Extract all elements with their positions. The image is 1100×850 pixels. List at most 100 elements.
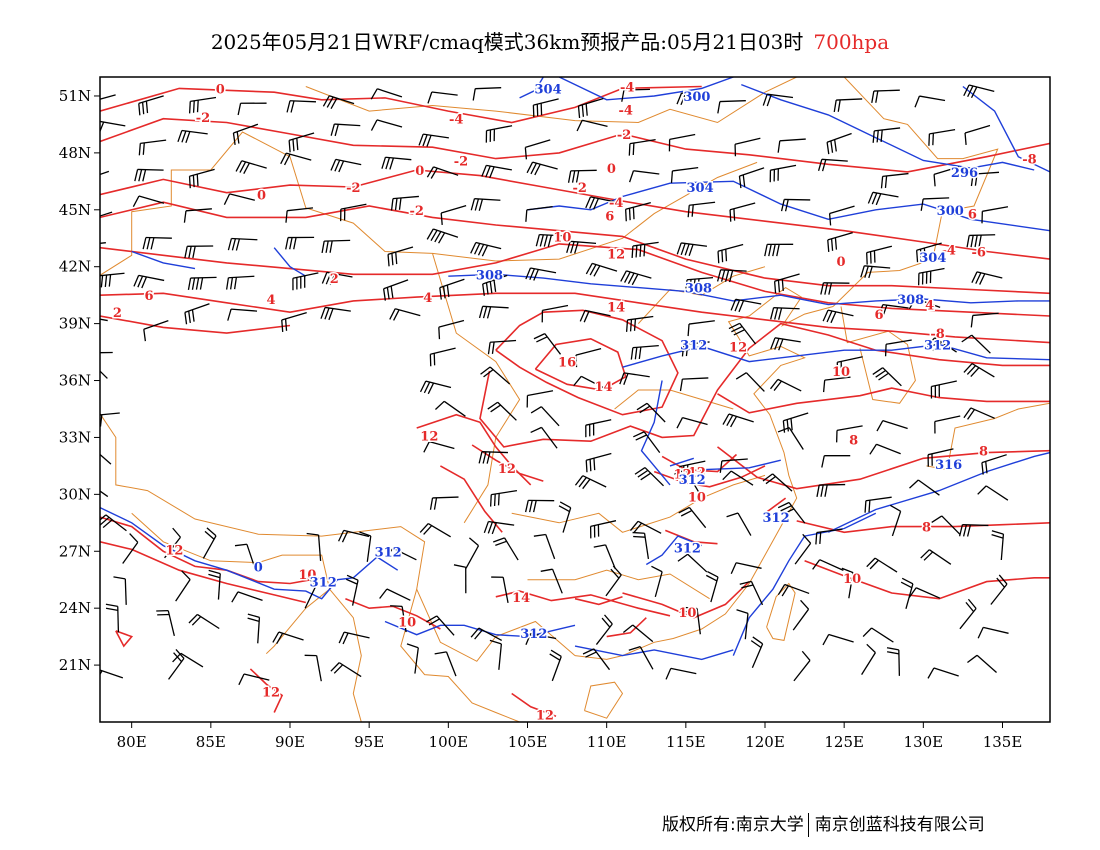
wind-barb bbox=[225, 275, 255, 290]
barb-flag bbox=[385, 547, 394, 559]
wind-barb bbox=[281, 312, 307, 332]
barb-shaft bbox=[441, 204, 467, 214]
barb-shaft bbox=[316, 655, 322, 682]
wind-barb bbox=[208, 569, 221, 600]
barb-shaft bbox=[326, 271, 353, 278]
barb-flag bbox=[784, 199, 789, 212]
barb-shaft bbox=[788, 427, 804, 450]
barb-flag bbox=[729, 209, 732, 222]
wind-barb bbox=[817, 158, 848, 172]
wind-barb bbox=[961, 334, 991, 354]
barb-flag bbox=[633, 522, 643, 533]
barb-shaft bbox=[287, 207, 314, 212]
barb-flag bbox=[440, 212, 443, 226]
barb-shaft bbox=[696, 608, 701, 635]
barb-shaft bbox=[774, 337, 801, 343]
barb-shaft bbox=[489, 366, 511, 385]
border-line bbox=[926, 402, 1050, 471]
barb-shaft bbox=[688, 320, 715, 325]
wind-barb bbox=[379, 588, 411, 601]
lat-tick-label: 45N bbox=[59, 201, 91, 219]
border-line bbox=[766, 582, 796, 641]
barb-flag bbox=[593, 458, 596, 471]
temperature-label: 6 bbox=[145, 289, 154, 304]
wind-barb bbox=[582, 648, 611, 671]
wind-barb bbox=[530, 406, 560, 427]
height-contour bbox=[384, 620, 576, 638]
barb-flag bbox=[817, 159, 823, 172]
barb-shaft bbox=[934, 337, 957, 353]
temperature-label: -4 bbox=[609, 196, 623, 211]
barb-flag bbox=[433, 497, 438, 510]
barb-flag bbox=[741, 584, 754, 589]
barb-flag bbox=[696, 278, 700, 291]
barb-flag bbox=[802, 533, 812, 544]
barb-flag bbox=[633, 318, 637, 331]
border-line bbox=[100, 131, 758, 276]
barb-flag bbox=[105, 607, 118, 612]
barb-shaft bbox=[973, 171, 1000, 175]
barb-flag bbox=[966, 365, 976, 375]
temperature-label: 4 bbox=[266, 293, 275, 308]
wind-barb bbox=[100, 453, 112, 465]
barb-shaft bbox=[783, 412, 809, 422]
wind-barb bbox=[100, 120, 126, 133]
wind-barb bbox=[574, 475, 607, 490]
wind-barb bbox=[866, 557, 898, 573]
barb-flag bbox=[486, 306, 492, 319]
wind-barb bbox=[681, 341, 710, 357]
temperature-label: 2 bbox=[330, 272, 339, 287]
wind-barb bbox=[419, 523, 451, 538]
wind-barb bbox=[633, 431, 661, 454]
barb-flag bbox=[330, 123, 335, 136]
barb-shaft bbox=[595, 623, 613, 645]
barb-shaft bbox=[933, 667, 959, 677]
height-contour bbox=[741, 83, 1035, 171]
barb-flag bbox=[196, 174, 199, 187]
barb-flag bbox=[826, 142, 830, 155]
barb-flag bbox=[389, 157, 395, 170]
wind-barb bbox=[482, 274, 508, 296]
wind-barb bbox=[722, 413, 754, 428]
barb-flag bbox=[138, 169, 143, 182]
temperature-label: -2 bbox=[617, 128, 631, 143]
barb-flag bbox=[585, 263, 593, 275]
barb-shaft bbox=[544, 333, 562, 355]
barb-shaft bbox=[933, 166, 960, 175]
barb-flag bbox=[105, 603, 118, 608]
barb-flag bbox=[768, 244, 772, 257]
barb-flag bbox=[88, 179, 89, 191]
barb-shaft bbox=[475, 241, 502, 250]
wind-barb bbox=[991, 530, 1005, 561]
barb-flag bbox=[780, 199, 785, 212]
wind-barb bbox=[963, 407, 995, 420]
wind-barb bbox=[836, 356, 863, 375]
barb-flag bbox=[834, 237, 838, 250]
barb-flag bbox=[93, 415, 94, 427]
wind-barb bbox=[861, 643, 876, 676]
barb-flag bbox=[685, 606, 698, 610]
height-label: 0 bbox=[254, 560, 263, 575]
temperature-contour bbox=[100, 85, 702, 124]
wind-barb bbox=[566, 240, 597, 254]
barb-flag bbox=[485, 282, 489, 295]
barb-shaft bbox=[632, 241, 659, 247]
barb-shaft bbox=[486, 125, 513, 132]
barb-flag bbox=[923, 247, 926, 261]
barb-flag bbox=[628, 143, 631, 156]
wind-barb bbox=[541, 304, 569, 323]
barb-flag bbox=[679, 379, 683, 392]
barb-shaft bbox=[498, 643, 503, 670]
barb-shaft bbox=[366, 535, 372, 562]
wind-barb bbox=[338, 631, 370, 645]
barb-flag bbox=[733, 329, 745, 336]
barb-flag bbox=[867, 192, 874, 204]
barb-shaft bbox=[882, 419, 908, 430]
wind-barb bbox=[871, 89, 900, 104]
temperature-label: 2 bbox=[113, 306, 122, 321]
barb-flag bbox=[238, 673, 245, 686]
wind-barb bbox=[736, 609, 749, 640]
barb-shaft bbox=[793, 660, 811, 682]
barb-flag bbox=[579, 310, 586, 322]
barb-flag bbox=[132, 195, 140, 207]
